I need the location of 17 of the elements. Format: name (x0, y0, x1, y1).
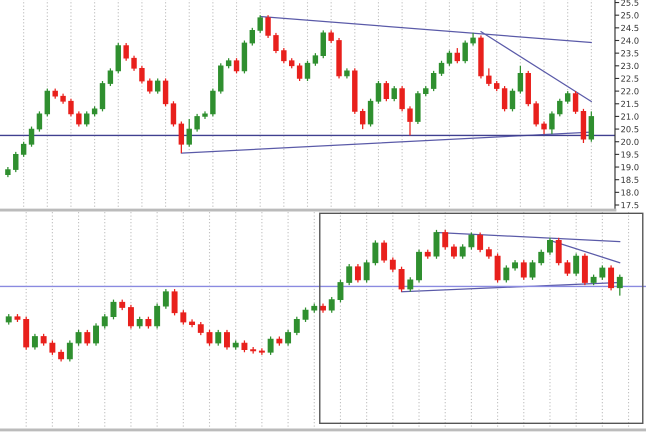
y-tick-label: 17.5 (621, 202, 638, 208)
y-tick-label: 21.0 (621, 113, 639, 120)
y-tick-label: 24.0 (621, 37, 639, 44)
y-tick-label: 19.5 (621, 151, 638, 158)
y-tick-label: 18.0 (621, 189, 639, 196)
y-tick-label: 19.0 (621, 164, 639, 170)
y-tick-label: 21.5 (621, 100, 638, 108)
y-tick-label: 22.5 (621, 75, 638, 82)
y-tick-label: 18.5 (621, 176, 638, 183)
y-tick-label: 22.0 (621, 88, 639, 94)
y-tick-label: 24.5 (621, 24, 638, 32)
y-tick-label: 23.0 (621, 62, 639, 70)
y-tick-label: 23.5 (621, 50, 638, 56)
y-tick-label: 25.5 (621, 0, 638, 6)
y-tick-label: 20.0 (621, 138, 639, 146)
y-tick-label: 20.5 (621, 126, 638, 132)
y-tick-label: 25.0 (621, 12, 639, 18)
